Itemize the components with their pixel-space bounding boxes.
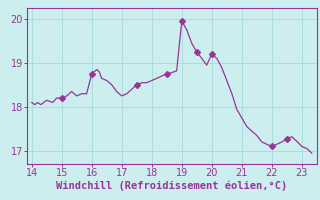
X-axis label: Windchill (Refroidissement éolien,°C): Windchill (Refroidissement éolien,°C) xyxy=(56,181,288,191)
